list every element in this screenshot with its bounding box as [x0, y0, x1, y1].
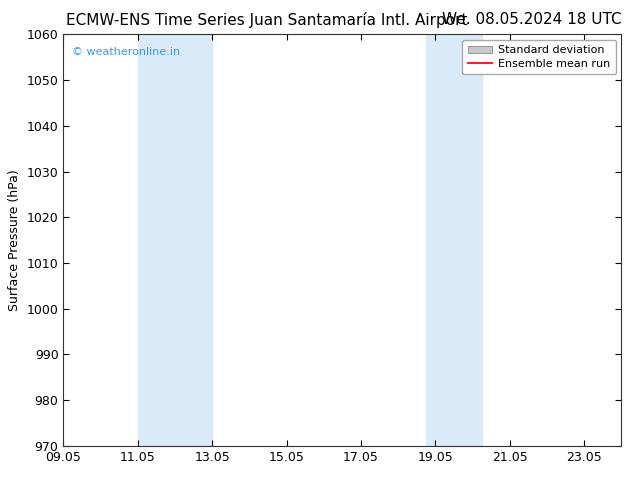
Bar [138, 34, 212, 446]
Text: We. 08.05.2024 18 UTC: We. 08.05.2024 18 UTC [442, 12, 621, 27]
Bar [426, 34, 482, 446]
Text: ECMW-ENS Time Series Juan Santamaría Intl. Airport: ECMW-ENS Time Series Juan Santamaría Int… [65, 12, 467, 28]
Y-axis label: Surface Pressure (hPa): Surface Pressure (hPa) [8, 169, 21, 311]
Text: © weatheronline.in: © weatheronline.in [72, 47, 180, 57]
Legend: Standard deviation, Ensemble mean run: Standard deviation, Ensemble mean run [462, 40, 616, 74]
